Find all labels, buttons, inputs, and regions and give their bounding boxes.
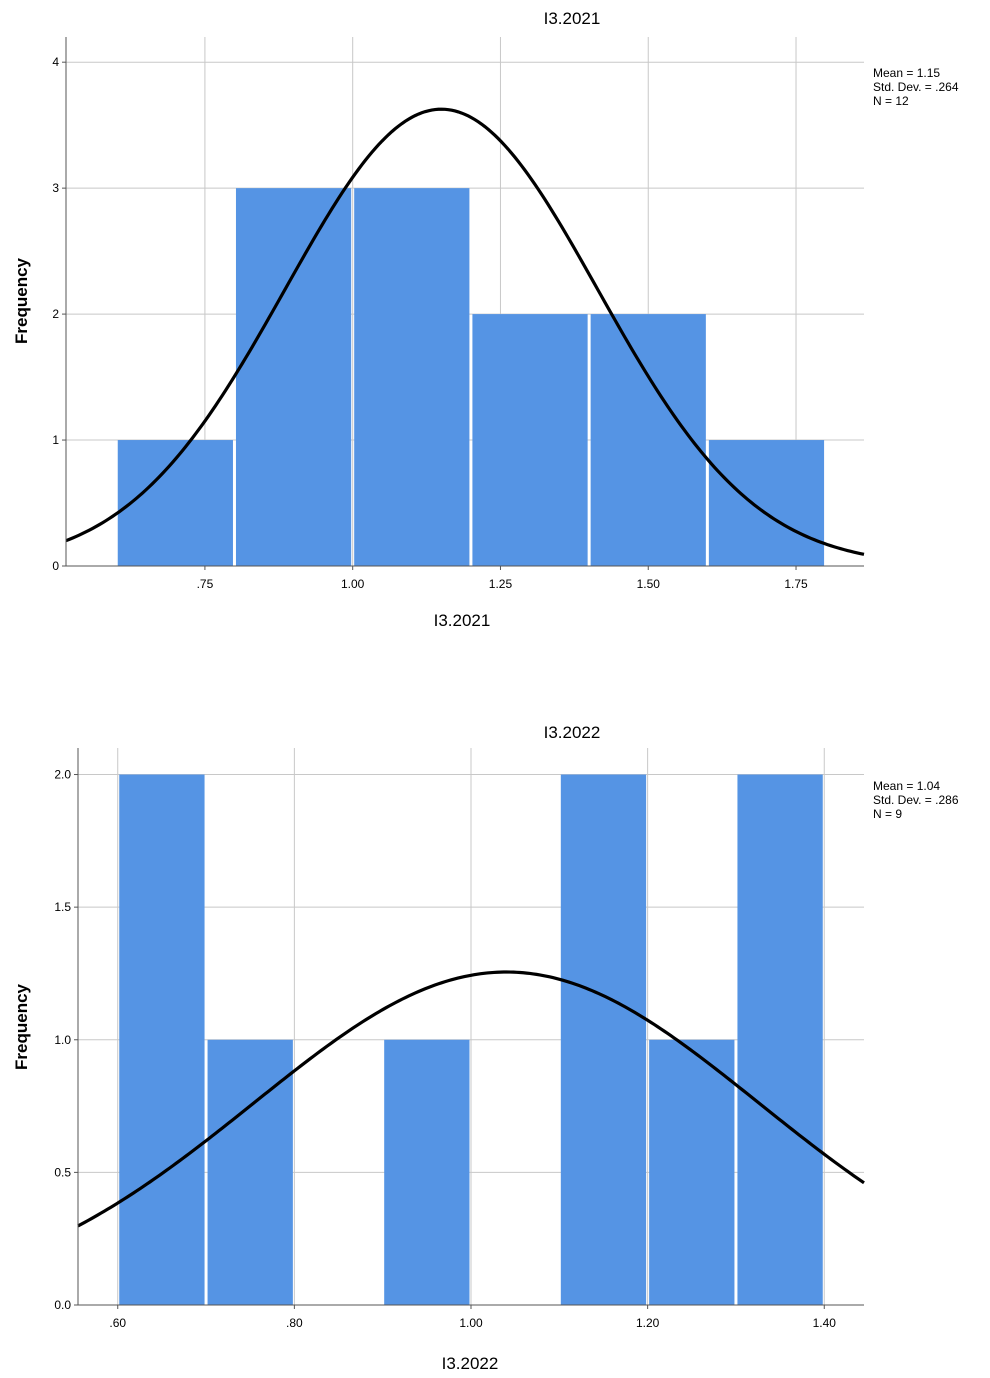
normal-curve — [77, 970, 865, 1228]
stat-mean: Mean = 1.15 — [873, 66, 940, 80]
stats-box: Mean = 1.15 Std. Dev. = .264 N = 12 — [873, 66, 959, 108]
x-tick-labels: .60 .80 1.00 1.20 1.40 — [109, 1305, 836, 1330]
y-tick-label: 1.0 — [54, 1033, 71, 1047]
histogram-bars — [117, 188, 825, 566]
histogram-bar — [235, 188, 352, 566]
y-axis-label: Frequency — [12, 257, 31, 344]
histogram-bar — [708, 440, 825, 566]
y-tick-label: 1.5 — [54, 900, 71, 914]
y-tick-label: 2 — [52, 307, 59, 321]
histogram-bar — [207, 1039, 293, 1305]
x-tick-label: 1.75 — [784, 577, 808, 591]
y-axis-label: Frequency — [12, 983, 31, 1070]
x-tick-label: 1.25 — [489, 577, 513, 591]
x-tick-label: .60 — [109, 1316, 126, 1330]
histogram-bar — [737, 774, 823, 1305]
x-tick-labels: .75 1.00 1.25 1.50 1.75 — [197, 566, 808, 591]
chart-title: I3.2021 — [544, 9, 601, 28]
normal-curve — [65, 107, 865, 556]
histogram-bar — [472, 314, 588, 566]
y-tick-labels: 0.0 0.5 1.0 1.5 2.0 — [54, 768, 78, 1312]
x-axis-label: I3.2022 — [442, 1354, 499, 1373]
histogram-bar — [590, 314, 706, 566]
histogram-chart-2022: I3.2022 0.0 0.5 1.0 1.5 2.0 .60 .80 1.00 1.20 1.… — [12, 723, 959, 1373]
histogram-bar — [354, 188, 470, 566]
x-tick-label: 1.20 — [636, 1316, 660, 1330]
chart-title: I3.2022 — [544, 723, 601, 742]
stat-std-dev: Std. Dev. = .264 — [873, 80, 959, 94]
y-tick-label: 1 — [52, 433, 59, 447]
stat-n: N = 9 — [873, 807, 902, 821]
histogram-bar — [560, 774, 647, 1305]
histogram-bar — [384, 1039, 470, 1305]
x-tick-label: 1.00 — [341, 577, 365, 591]
stat-n: N = 12 — [873, 94, 909, 108]
histogram-chart-2021: I3.2021 0 1 2 3 4 .75 1.00 1.25 1.50 1.75 Mean =… — [12, 9, 959, 630]
x-tick-label: 1.00 — [459, 1316, 483, 1330]
y-tick-label: 0.0 — [54, 1298, 71, 1312]
y-tick-label: 3 — [52, 181, 59, 195]
stats-box: Mean = 1.04 Std. Dev. = .286 N = 9 — [873, 779, 959, 821]
y-tick-labels: 0 1 2 3 4 — [52, 55, 66, 573]
stat-std-dev: Std. Dev. = .286 — [873, 793, 959, 807]
y-tick-label: 2.0 — [54, 768, 71, 782]
x-tick-label: 1.40 — [813, 1316, 837, 1330]
y-tick-label: 0.5 — [54, 1165, 71, 1179]
histogram-bars — [119, 774, 823, 1305]
histogram-bar — [649, 1039, 735, 1305]
x-tick-label: .80 — [286, 1316, 303, 1330]
histogram-bar — [119, 774, 205, 1305]
stat-mean: Mean = 1.04 — [873, 779, 940, 793]
x-tick-label: .75 — [197, 577, 214, 591]
y-tick-label: 0 — [52, 559, 59, 573]
x-axis-label: I3.2021 — [434, 611, 491, 630]
y-tick-label: 4 — [52, 55, 59, 69]
x-tick-label: 1.50 — [637, 577, 661, 591]
axes — [65, 37, 864, 567]
